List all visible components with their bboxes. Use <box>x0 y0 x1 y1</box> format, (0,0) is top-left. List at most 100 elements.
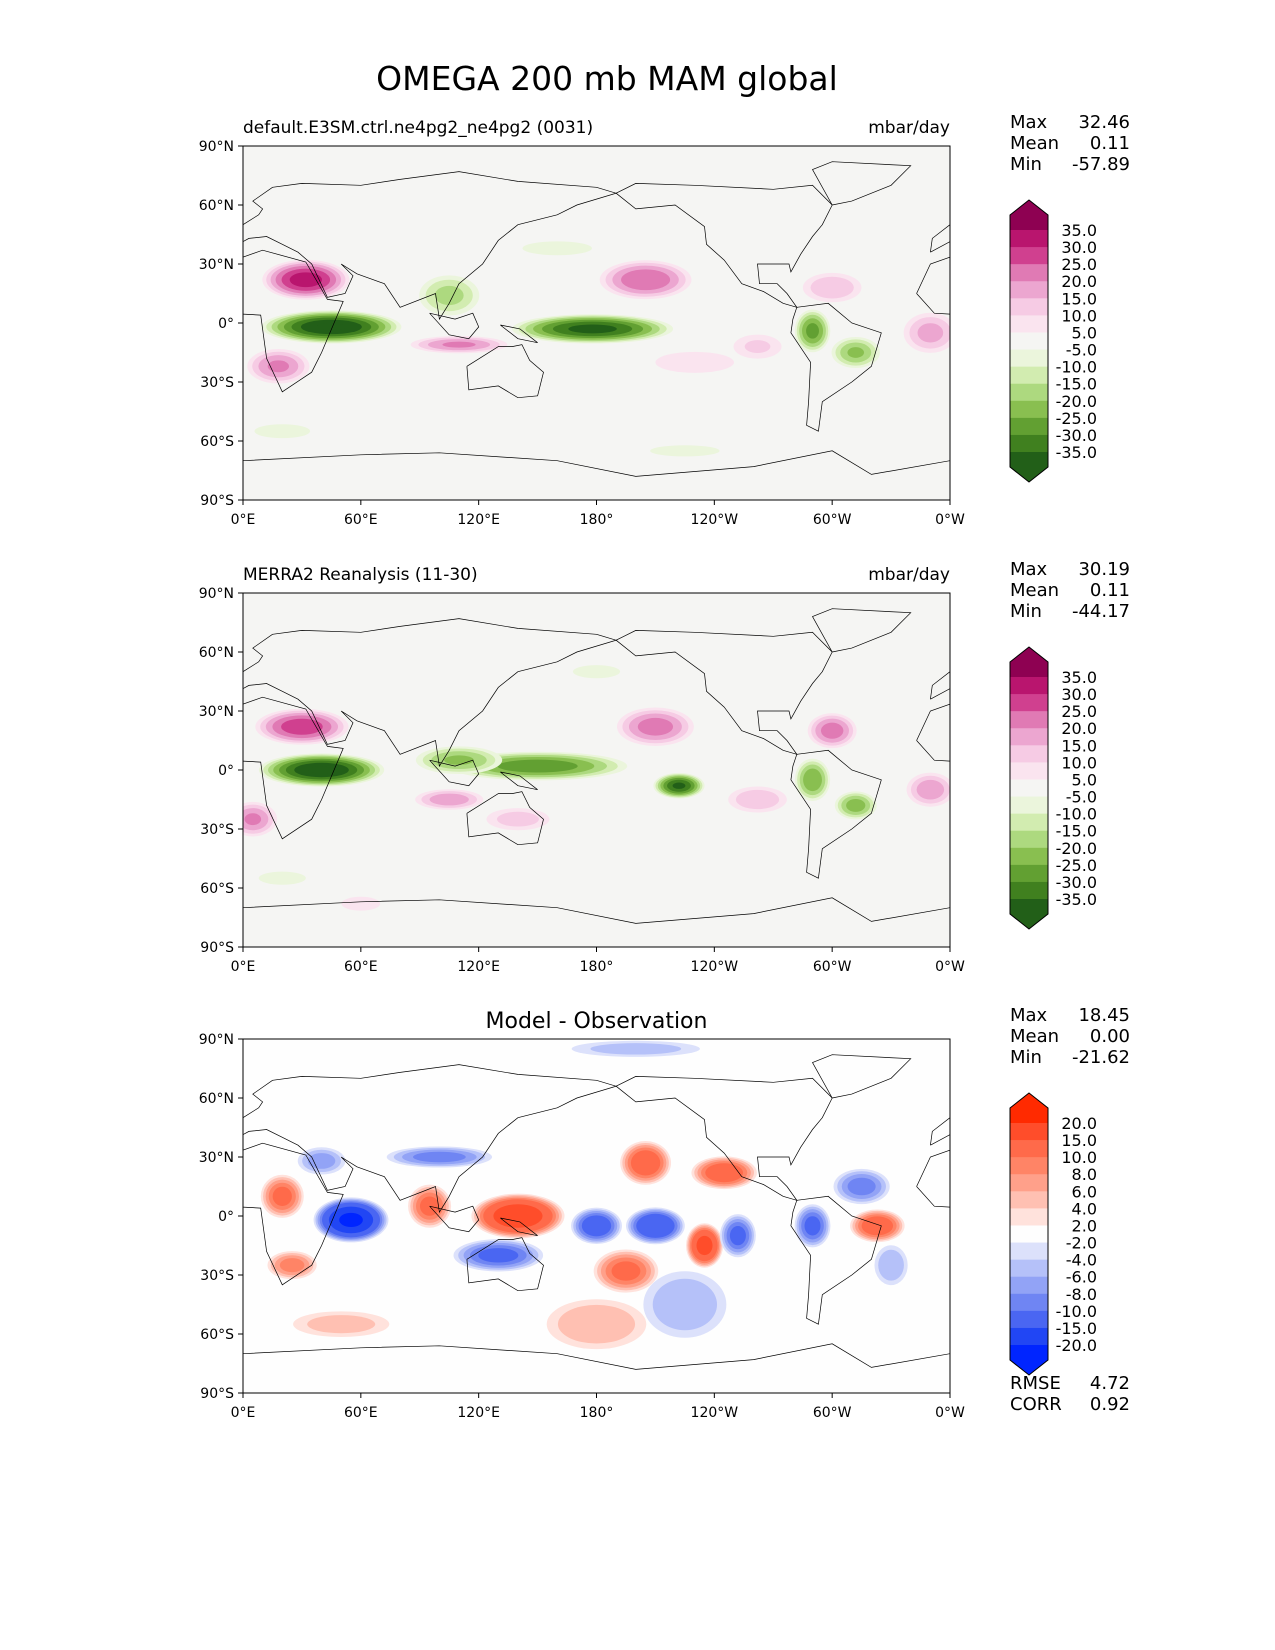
colorbar-bin <box>1010 1225 1048 1244</box>
coastline <box>615 1076 833 1201</box>
coastline <box>1137 760 1186 786</box>
stat-label-min: Min <box>1010 1047 1042 1068</box>
stat-label-min: Min <box>1010 601 1042 622</box>
lon-tick-label: 120°W <box>691 1405 739 1421</box>
stat-label-corr: CORR <box>1010 1394 1062 1415</box>
lat-tick-label: 0° <box>218 1209 234 1225</box>
stat-value-min: -44.17 <box>1072 601 1130 622</box>
coastline <box>243 1064 618 1214</box>
lat-tick-label: 0° <box>218 763 234 779</box>
colorbar-tick-label: -20.0 <box>1056 392 1097 411</box>
contour-fill-blob <box>820 722 844 739</box>
coastline <box>243 1142 344 1286</box>
colorbar-tick-label: 10.0 <box>1061 753 1097 772</box>
lat-tick-label: 30°N <box>199 704 234 720</box>
colorbar-bin <box>1010 298 1048 316</box>
coastline <box>429 312 480 340</box>
colorbar-tick-label: 35.0 <box>1061 221 1097 240</box>
colorbar-tick-label: -25.0 <box>1056 409 1097 428</box>
contour-field <box>243 161 1251 477</box>
colorbar-bin <box>1010 247 1048 265</box>
coastline <box>243 618 618 768</box>
colorbar-bin <box>1010 745 1048 763</box>
colorbar-bin <box>1010 1157 1048 1175</box>
stat-value-rmse: 4.72 <box>1090 1373 1130 1394</box>
stat-value-min: -21.62 <box>1072 1047 1130 1068</box>
contour-fill-blob <box>729 1226 746 1246</box>
stat-value-corr: 0.92 <box>1090 1394 1130 1415</box>
colorbar-bin <box>1010 1327 1048 1346</box>
colorbar-tick-label: -10.0 <box>1056 1302 1097 1321</box>
contour-fill-blob <box>803 768 822 792</box>
colorbar-tick-label: 15.0 <box>1061 289 1097 308</box>
colorbar-bin <box>1010 1208 1048 1226</box>
lat-tick-label: 30°S <box>200 1268 234 1284</box>
stat-value-max: 18.45 <box>1078 1005 1130 1026</box>
colorbar-bin <box>1010 796 1048 815</box>
coastline <box>1174 1238 1251 1291</box>
coastline <box>243 249 344 393</box>
colorbar-bin <box>1010 847 1048 866</box>
coastline <box>466 1237 544 1292</box>
colorbar-tick-label: 8.0 <box>1072 1165 1097 1184</box>
contour-fill-blob <box>696 1235 713 1256</box>
lon-tick-label: 0°E <box>231 1405 256 1421</box>
coastline <box>930 1117 950 1146</box>
colorbar-extend-max <box>1010 200 1048 230</box>
colorbar-tick-label: -15.0 <box>1056 1319 1097 1338</box>
colorbar-tick-label: 25.0 <box>1061 255 1097 274</box>
coastline <box>243 450 950 477</box>
colorbar-outline <box>1009 1092 1049 1376</box>
contour-fill-blob <box>419 1196 440 1216</box>
colorbar-bin <box>1010 1191 1048 1209</box>
colorbar-bin <box>1010 1174 1048 1192</box>
colorbar-bin <box>1010 711 1048 729</box>
coastline <box>812 161 912 206</box>
colorbar-tick-label: -6.0 <box>1066 1268 1097 1287</box>
colorbar-extend-min <box>1010 899 1048 930</box>
colorbar-bin <box>1010 728 1048 746</box>
coastline <box>466 791 544 846</box>
lon-tick-label: 60°E <box>344 512 378 528</box>
lat-tick-label: 60°N <box>199 645 234 661</box>
lon-tick-label: 120°W <box>691 959 739 975</box>
lon-tick-label: 180° <box>580 959 614 975</box>
contour-fill-blob <box>289 272 323 288</box>
colorbar-tick-label: 20.0 <box>1061 1114 1097 1133</box>
contour-fill-blob <box>735 789 780 810</box>
map-panel-1: 90°N 60°N 30°N 0° 30°S 60°S 90°S 0°E 60°E 120°E 18… <box>199 112 1251 528</box>
colorbar-tick-label: -2.0 <box>1066 1234 1097 1253</box>
contour-fill-blob <box>341 896 381 911</box>
coastline <box>1137 313 1186 339</box>
contour-fill-blob <box>281 718 323 735</box>
coastline <box>1174 345 1251 398</box>
contour-fill-blob <box>279 1258 305 1273</box>
coastline <box>930 671 950 700</box>
contour-fill-blob <box>557 1304 636 1344</box>
coastline <box>500 1217 538 1237</box>
contour-fill-blob <box>861 1216 894 1236</box>
map-panel-3: 90°N 60°N 30°N 0° 30°S 60°S 90°S 0°E 60°E 120°E 18… <box>199 1005 1251 1421</box>
lat-tick-label: 90°N <box>199 586 234 602</box>
colorbar-bin <box>1010 366 1048 385</box>
stat-value-mean: 0.00 <box>1090 1026 1130 1047</box>
coastline <box>1174 792 1251 845</box>
colorbar-tick-label: 2.0 <box>1072 1216 1097 1235</box>
contour-fill-blob <box>744 340 771 354</box>
contour-fill-blob <box>917 323 944 343</box>
colorbar-tick-label: -10.0 <box>1056 358 1097 377</box>
contour-fill-blob <box>846 798 866 812</box>
contour-fill-blob <box>804 1216 821 1236</box>
coastline <box>429 759 480 787</box>
coastline <box>812 1054 912 1099</box>
contour-fill-blob <box>630 1150 661 1176</box>
colorbar-tick-label: 35.0 <box>1061 668 1097 687</box>
colorbar-bin <box>1010 1276 1048 1295</box>
contour-fill-blob <box>637 717 674 736</box>
colorbar-bin <box>1010 779 1048 798</box>
coastline <box>1207 772 1244 790</box>
stat-label-rmse: RMSE <box>1010 1373 1061 1394</box>
lat-tick-label: 60°N <box>199 198 234 214</box>
